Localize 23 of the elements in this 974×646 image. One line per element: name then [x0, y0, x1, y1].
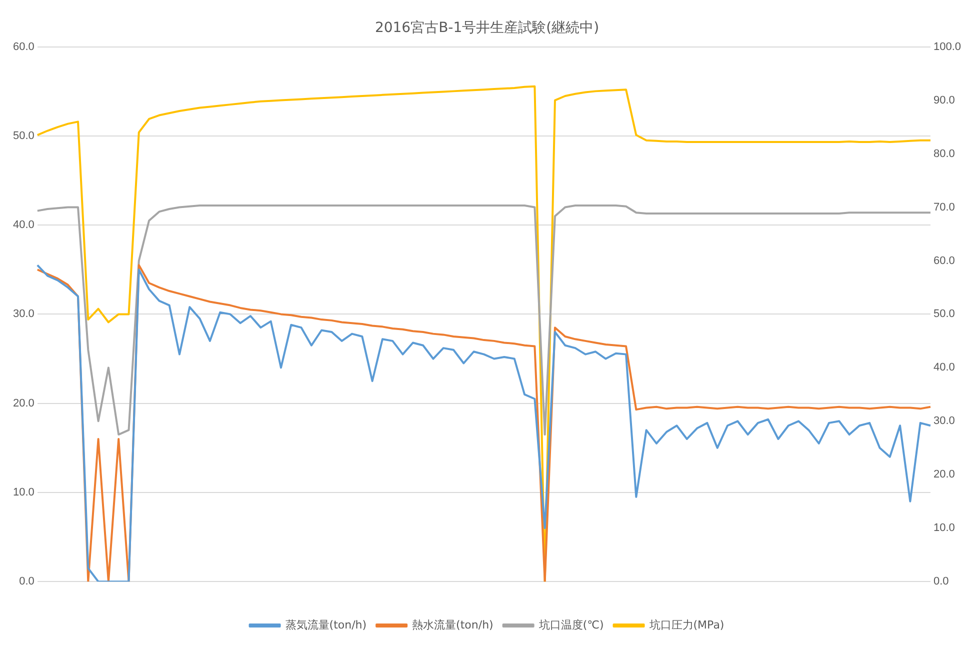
y2-tick-label: 80.0	[933, 148, 955, 160]
y2-tick-label: 10.0	[933, 522, 955, 534]
legend-label: 坑口温度(℃)	[538, 618, 604, 632]
y2-tick-label: 90.0	[933, 94, 955, 106]
legend-label: 蒸気流量(ton/h)	[285, 618, 367, 632]
y-tick-label: 40.0	[12, 219, 34, 232]
y-tick-label: 50.0	[12, 130, 34, 142]
y-tick-label: 20.0	[12, 397, 34, 410]
y2-tick-label: 60.0	[933, 254, 955, 267]
y2-tick-label: 20.0	[933, 468, 955, 481]
legend-label: 坑口圧力(MPa)	[648, 618, 724, 632]
y2-tick-label: 30.0	[933, 415, 955, 428]
y-tick-label: 60.0	[12, 40, 34, 53]
y-tick-label: 10.0	[12, 486, 34, 498]
y2-tick-label: 0.0	[933, 576, 949, 588]
legend-label: 熱水流量(ton/h)	[412, 618, 494, 632]
y2-tick-label: 40.0	[933, 362, 955, 374]
chart-title: 2016宮古B-1号井生産試験(継続中)	[374, 20, 600, 36]
y-tick-label: 30.0	[12, 308, 34, 320]
y-tick-label: 0.0	[19, 576, 34, 588]
y2-tick-label: 100.0	[933, 40, 962, 53]
y2-tick-label: 50.0	[933, 308, 955, 320]
y2-tick-label: 70.0	[933, 201, 955, 214]
